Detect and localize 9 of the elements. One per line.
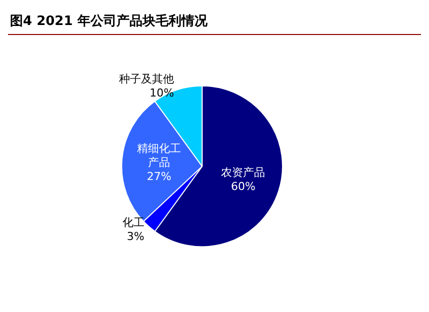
data-label: 60% bbox=[230, 180, 256, 194]
slice-label: 种子及其他 bbox=[119, 72, 174, 86]
data-label: 10% bbox=[150, 86, 174, 100]
title-rule: 图4 2021 年公司产品块毛利情况 bbox=[8, 8, 421, 35]
slice-label: 化工 bbox=[122, 216, 144, 230]
slice-label: 农资产品 bbox=[221, 166, 266, 180]
data-label: 3% bbox=[126, 230, 144, 244]
slice-label: 精细化工产品 bbox=[137, 142, 182, 169]
data-label: 27% bbox=[146, 170, 172, 183]
